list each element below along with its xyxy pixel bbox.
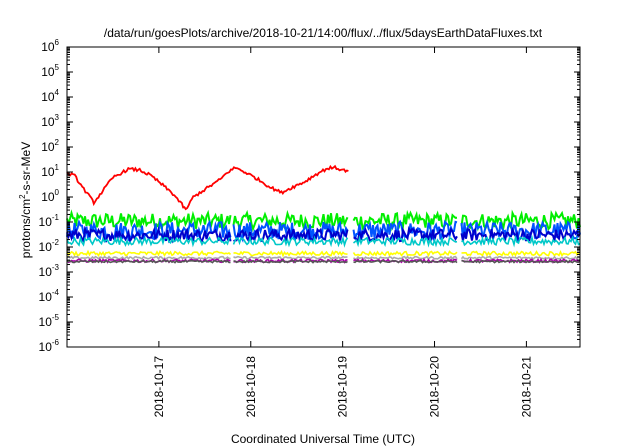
y-tick-base: 10: [41, 40, 55, 54]
x-axis-label: Coordinated Universal Time (UTC): [231, 432, 415, 446]
series-line-0: [66, 164, 349, 211]
y-tick-exp: 4: [55, 88, 60, 97]
y-tick-label-10: 104: [41, 88, 59, 104]
series-layer: [66, 164, 581, 264]
y-tick-base: 10: [39, 240, 53, 254]
x-tick-label-2: 2018-10-19: [336, 356, 350, 418]
y-tick-exp: 2: [55, 138, 60, 147]
y-tick-base: 10: [41, 165, 55, 179]
y-tick-exp: -5: [52, 313, 60, 322]
y-tick-label-1: 10-5: [39, 313, 60, 329]
y-tick-exp: -3: [52, 263, 60, 272]
x-axis: 2018-10-17 2018-10-18 2018-10-19 2018-10-20…: [152, 47, 533, 418]
y-tick-base: 10: [39, 315, 53, 329]
y-tick-exp: -2: [52, 238, 60, 247]
y-axis-label: protons/cm2-s-sr-MeV: [18, 142, 33, 258]
y-tick-exp: -6: [52, 338, 60, 347]
y-tick-base: 10: [39, 290, 53, 304]
y-tick-label-4: 10-2: [39, 238, 60, 254]
y-tick-label-5: 10-1: [39, 213, 60, 229]
series-line-6: [66, 255, 581, 261]
y-tick-base: 10: [39, 340, 53, 354]
y-tick-label-2: 10-4: [39, 288, 60, 304]
chart-title: /data/run/goesPlots/archive/2018-10-21/1…: [104, 26, 543, 40]
series-line-3: [66, 225, 581, 244]
y-tick-exp: -1: [52, 213, 60, 222]
y-tick-label-6: 100: [41, 188, 59, 204]
y-tick-base: 10: [39, 265, 53, 279]
y-tick-label-8: 102: [41, 138, 59, 154]
y-axis: 10-610-510-410-310-210-11001011021031041…: [39, 38, 580, 354]
series-line-5: [66, 249, 581, 258]
y-tick-exp: 5: [55, 63, 60, 72]
y-tick-label-3: 10-3: [39, 263, 60, 279]
y-tick-label-0: 10-6: [39, 338, 60, 354]
y-tick-base: 10: [41, 190, 55, 204]
y-tick-exp: 6: [55, 38, 60, 47]
y-tick-exp: 1: [55, 163, 60, 172]
x-tick-label-3: 2018-10-20: [428, 356, 442, 418]
y-label-rest: -s-sr-MeV: [19, 142, 33, 195]
y-tick-exp: 3: [55, 113, 60, 122]
y-tick-base: 10: [39, 215, 53, 229]
y-tick-base: 10: [41, 65, 55, 79]
y-tick-label-9: 103: [41, 113, 59, 129]
y-tick-label-7: 101: [41, 163, 59, 179]
x-tick-label-0: 2018-10-17: [152, 356, 166, 418]
x-tick-label-1: 2018-10-18: [244, 356, 258, 418]
y-tick-exp: -4: [52, 288, 60, 297]
y-tick-label-12: 106: [41, 38, 59, 54]
y-tick-exp: 0: [55, 188, 60, 197]
plot-frame: [66, 46, 581, 348]
series-line-1: [66, 209, 581, 233]
series-line-4: [66, 234, 581, 248]
x-tick-label-4: 2018-10-21: [519, 356, 533, 418]
y-label-exp: 2: [18, 194, 27, 199]
y-tick-base: 10: [41, 90, 55, 104]
y-tick-base: 10: [41, 115, 55, 129]
y-tick-label-11: 105: [41, 63, 59, 79]
y-label-base: protons/cm: [19, 199, 33, 258]
series-line-8: [66, 259, 581, 264]
y-tick-base: 10: [41, 140, 55, 154]
